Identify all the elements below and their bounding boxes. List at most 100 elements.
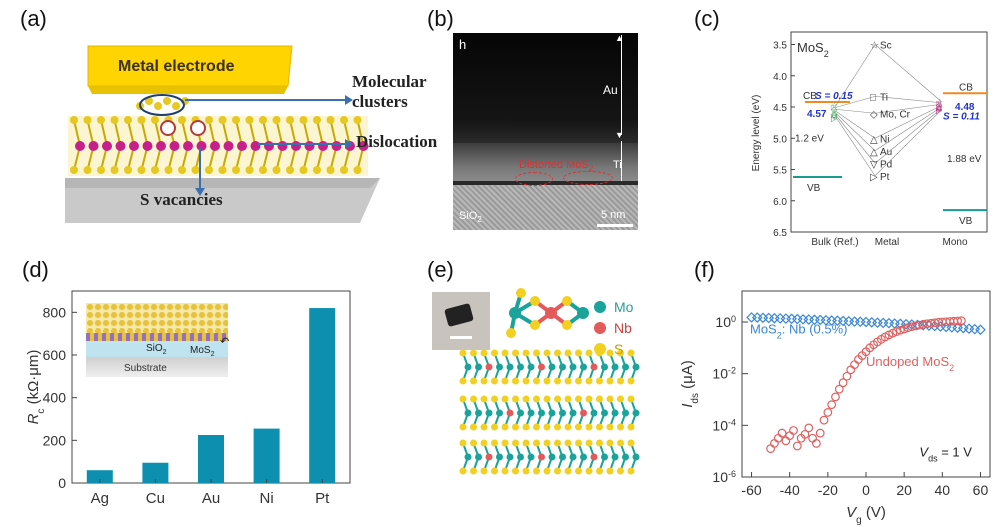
layer-atom-s	[575, 377, 582, 385]
panel-d-label: (d)	[22, 257, 49, 282]
f-ytick-label: 10-2	[712, 366, 736, 382]
metal-label-2: Mo, Cr	[880, 109, 911, 120]
layer-atom-nb	[580, 409, 587, 417]
layer-atom-s	[480, 423, 488, 431]
s-mono-label: S = 0.11	[943, 112, 980, 123]
layer-atom-s	[596, 395, 603, 403]
undoped-point	[819, 415, 829, 425]
layer-atom-s	[564, 439, 572, 447]
layer-atom-s	[459, 439, 467, 447]
layer-atom-mo	[569, 453, 577, 461]
f-xtick-label: 0	[862, 482, 870, 498]
f-xtick-label: -60	[741, 482, 761, 498]
vds-label: Vds = 1 V	[919, 444, 972, 463]
nb-doped-point	[975, 324, 986, 336]
layer-atom-mo	[580, 453, 587, 461]
bulk-pin-marker: △	[831, 107, 838, 116]
layer-atom-s	[627, 395, 635, 403]
layer-atom-s	[564, 467, 572, 475]
layer-atom-mo	[485, 409, 493, 417]
legend-nb: Nb	[594, 320, 632, 336]
f-ytick-label: 10-4	[712, 417, 736, 433]
s-bulk-label: S = 0.15	[815, 91, 853, 102]
bar-Au	[198, 435, 224, 483]
layer-atom-mo	[517, 453, 524, 461]
tem-image: h ▲ ▼ Au Ti Distorted MoS2 SiO2 5 nm	[453, 33, 638, 230]
layer-atom-s	[606, 439, 614, 447]
au-layer-label: Au	[603, 83, 618, 97]
bulk-pin-marker: ◇	[831, 105, 838, 114]
f-xtick-label: 20	[896, 482, 912, 498]
crystal-structure	[459, 288, 640, 475]
mono-pin-marker: △	[936, 102, 943, 111]
layer-atom-mo	[475, 409, 482, 417]
top-atom-mo	[577, 307, 589, 319]
layer-atom-s	[543, 377, 551, 385]
bulk-cb-label: CB	[803, 91, 817, 102]
mono-gap-label: 1.88 eV	[947, 154, 982, 165]
dislocation-label: Dislocation	[356, 132, 438, 151]
bulk-vb-label: VB	[807, 183, 821, 194]
layer-atom-s	[606, 395, 614, 403]
nb-doped-point	[854, 316, 866, 328]
layer-atom-s	[575, 395, 582, 403]
panel-f-label: (f)	[694, 257, 715, 282]
f-xtick-label: -40	[780, 482, 800, 498]
layer-atom-mo	[622, 409, 629, 417]
f-ytick-label: 100	[715, 314, 736, 330]
c-ytick-label: 5.0	[773, 134, 787, 145]
clusters-label: clusters	[352, 92, 408, 111]
layer-atom-s	[585, 423, 593, 431]
v-bulk-label: 4.57	[807, 109, 827, 120]
layer-atom-mo	[475, 363, 482, 371]
layer-atom-mo	[632, 363, 640, 371]
undoped-point	[800, 429, 810, 439]
bulk-gap-label: 1.2 eV	[795, 133, 824, 144]
undoped-point	[850, 360, 859, 370]
layer-atom-s	[470, 423, 477, 431]
panel-c-label: (c)	[694, 6, 720, 31]
layer-atom-s	[617, 349, 624, 357]
layer-atom-s	[470, 377, 477, 385]
undoped-point	[804, 423, 814, 433]
top-atom-s	[562, 320, 572, 330]
panel-e-label: (e)	[427, 257, 454, 282]
mos2-title: MoS2	[797, 40, 829, 59]
layer-atom-mo	[622, 453, 629, 461]
layer-atom-mo	[506, 453, 514, 461]
layer-atom-s	[480, 467, 488, 475]
layer-atom-nb	[485, 363, 493, 371]
layer-atom-s	[501, 349, 509, 357]
undoped-point	[846, 365, 856, 375]
bar-Ag	[86, 470, 113, 483]
scale-bar	[597, 224, 633, 227]
layer-atom-mo	[559, 363, 566, 371]
legend-s: S	[594, 341, 623, 357]
undoped-point	[838, 378, 848, 388]
metal-marker: ▷	[870, 172, 878, 183]
transfer-curve-chart: 100 10-2 10-4 10-6 -60 -40 -20 0 20 40 60 MoS2: Nb …	[679, 290, 991, 526]
layer-atom-s	[470, 349, 477, 357]
layer-atom-mo	[601, 409, 608, 417]
layer-atom-s	[585, 439, 593, 447]
layer-atom-s	[491, 395, 498, 403]
layer-atom-s	[480, 395, 488, 403]
layer-atom-mo	[611, 409, 619, 417]
layer-atom-s	[627, 377, 635, 385]
undoped-point	[785, 431, 795, 441]
layer-atom-s	[459, 377, 467, 385]
d-ytick-label: 0	[58, 475, 66, 491]
layer-atom-s	[522, 439, 530, 447]
bar-Pt	[309, 308, 336, 483]
f-xtick-label: -20	[818, 482, 838, 498]
layer-atom-mo	[569, 409, 577, 417]
layer-atom-mo	[632, 409, 640, 417]
layer-atom-mo	[517, 363, 524, 371]
layer-atom-s	[596, 439, 603, 447]
layer-atom-s	[564, 349, 572, 357]
layer-atom-s	[512, 377, 519, 385]
layer-atom-s	[512, 349, 519, 357]
metal-label-1: Ti	[880, 92, 888, 103]
energy-ylabel: Energy level (eV)	[751, 95, 762, 172]
layer-atom-s	[606, 349, 614, 357]
